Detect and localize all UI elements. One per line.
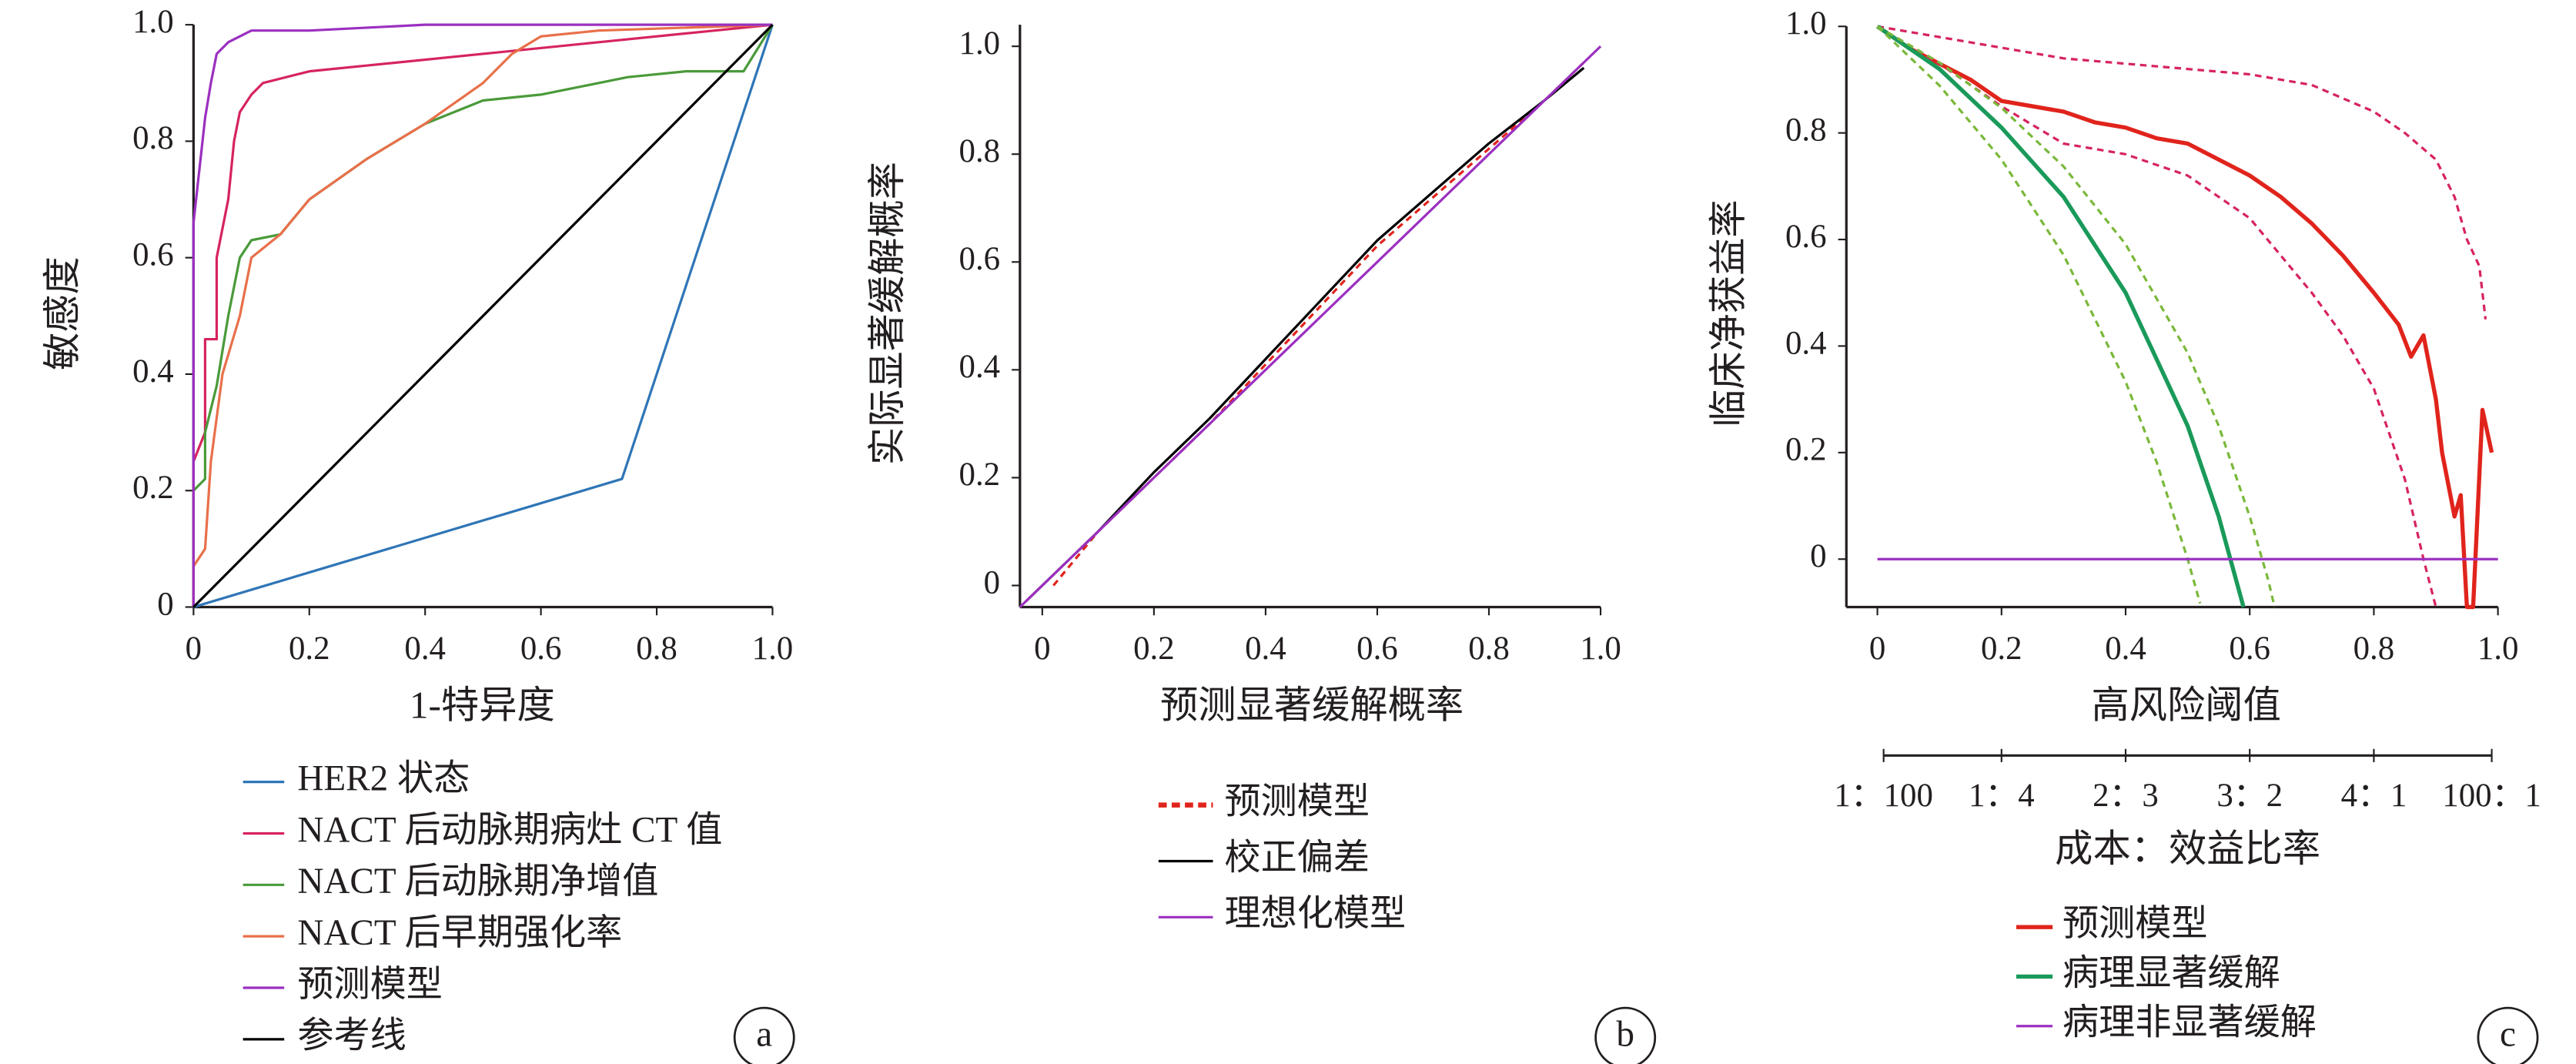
- y-tick-label: 0.8: [1785, 112, 1827, 148]
- y-tick-label: 0.4: [959, 349, 1001, 385]
- legend-label: 病理非显著缓解: [2062, 1003, 2317, 1043]
- legend-label: NACT 后动脉期净增值: [297, 862, 658, 902]
- y-tick-label: 0.4: [132, 353, 174, 390]
- legend-label: 预测模型: [2062, 904, 2208, 944]
- series-line: [192, 24, 774, 608]
- y-tick-label: 0.2: [959, 457, 1001, 493]
- y-tick-label: 0.6: [132, 237, 174, 273]
- y-axis-title: 临床净获益率: [1708, 199, 1750, 427]
- y-tick-label: 1.0: [959, 25, 1001, 62]
- legend-label: 校正偏差: [1225, 838, 1370, 878]
- legend-label: NACT 后动脉期病灶 CT 值: [297, 810, 722, 850]
- series-line: [1877, 25, 2487, 320]
- x2-tick-label: 1：100: [1834, 778, 1933, 814]
- legend-label: 预测模型: [1225, 781, 1370, 821]
- x-tick-label: 0.4: [404, 631, 446, 667]
- series-line: [192, 24, 774, 609]
- x2-tick-label: 100：1: [2442, 778, 2541, 814]
- series-line: [1019, 45, 1602, 608]
- panel-circle: [1594, 1006, 1657, 1064]
- x-tick-label: 0.8: [2354, 631, 2395, 667]
- x2-axis-title: 成本：效益比率: [2055, 828, 2320, 870]
- series-line: [1876, 25, 2277, 607]
- x-axis-title: 1-特异度: [410, 684, 555, 727]
- x-tick-label: 0.2: [1133, 631, 1175, 667]
- series-line: [1876, 25, 2437, 607]
- x-tick-label: 0.4: [1245, 631, 1286, 667]
- panel-label: c: [2500, 1015, 2516, 1055]
- x-tick-label: 0.2: [289, 631, 330, 667]
- x2-tick-label: 3：2: [2216, 778, 2283, 814]
- panel-circle: [733, 1006, 795, 1064]
- series-line: [1876, 25, 2202, 604]
- y-tick-label: 0.8: [132, 120, 174, 156]
- y-tick-label: 0: [1810, 538, 1826, 574]
- y-tick-label: 1.0: [1785, 5, 1827, 42]
- legend-label: 病理显著缓解: [2062, 953, 2280, 993]
- legend-label: NACT 后早期强化率: [297, 913, 622, 953]
- y-tick-label: 0.8: [959, 133, 1001, 169]
- x-tick-label: 0.6: [2229, 631, 2270, 667]
- series-line: [1876, 25, 2494, 610]
- series-line: [1024, 66, 1585, 603]
- legend-label: 参考线: [297, 1016, 406, 1056]
- legend-label: HER2 状态: [297, 758, 470, 798]
- y-tick-label: 0.2: [132, 470, 174, 506]
- y-tick-label: 0: [984, 564, 1000, 601]
- y-tick-label: 1.0: [132, 4, 174, 40]
- x-tick-label: 0.6: [1357, 631, 1398, 667]
- x-tick-label: 0: [1869, 631, 1885, 667]
- legend-label: 理想化模型: [1225, 894, 1407, 934]
- x2-tick-label: 1：4: [1969, 778, 2035, 814]
- panel-label: a: [756, 1015, 772, 1055]
- x-tick-label: 0: [1034, 631, 1050, 667]
- y-tick-label: 0.4: [1785, 325, 1827, 361]
- x-axis-title: 高风险阈值: [2092, 684, 2281, 727]
- x-tick-label: 0.8: [636, 631, 677, 667]
- series-line: [192, 23, 773, 607]
- y-axis-title: 实际显著缓解概率: [866, 162, 908, 465]
- y-axis-title: 敏感度: [42, 256, 84, 370]
- series-line: [1876, 25, 2246, 608]
- x2-tick-label: 4：1: [2341, 778, 2407, 814]
- panel-label: b: [1616, 1015, 1634, 1055]
- series-line: [192, 23, 773, 607]
- x-tick-label: 0.4: [2105, 631, 2146, 667]
- x2-tick-label: 2：3: [2093, 778, 2159, 814]
- x-tick-label: 0.8: [1468, 631, 1510, 667]
- x-tick-label: 0: [186, 631, 202, 667]
- y-tick-label: 0.6: [1785, 219, 1827, 255]
- x-tick-label: 0.6: [520, 631, 562, 667]
- x-tick-label: 1.0: [752, 631, 794, 667]
- y-tick-label: 0.2: [1785, 432, 1827, 468]
- series-line: [192, 23, 773, 607]
- y-tick-label: 0: [157, 586, 173, 622]
- y-tick-label: 0.6: [959, 241, 1001, 277]
- x-axis-title: 预测显著缓解概率: [1160, 684, 1464, 727]
- legend-label: 预测模型: [297, 965, 443, 1005]
- x-tick-label: 0.2: [1981, 631, 2022, 667]
- panel-circle: [2477, 1006, 2539, 1064]
- x-tick-label: 1.0: [1580, 631, 1621, 667]
- x-tick-label: 1.0: [2477, 631, 2519, 667]
